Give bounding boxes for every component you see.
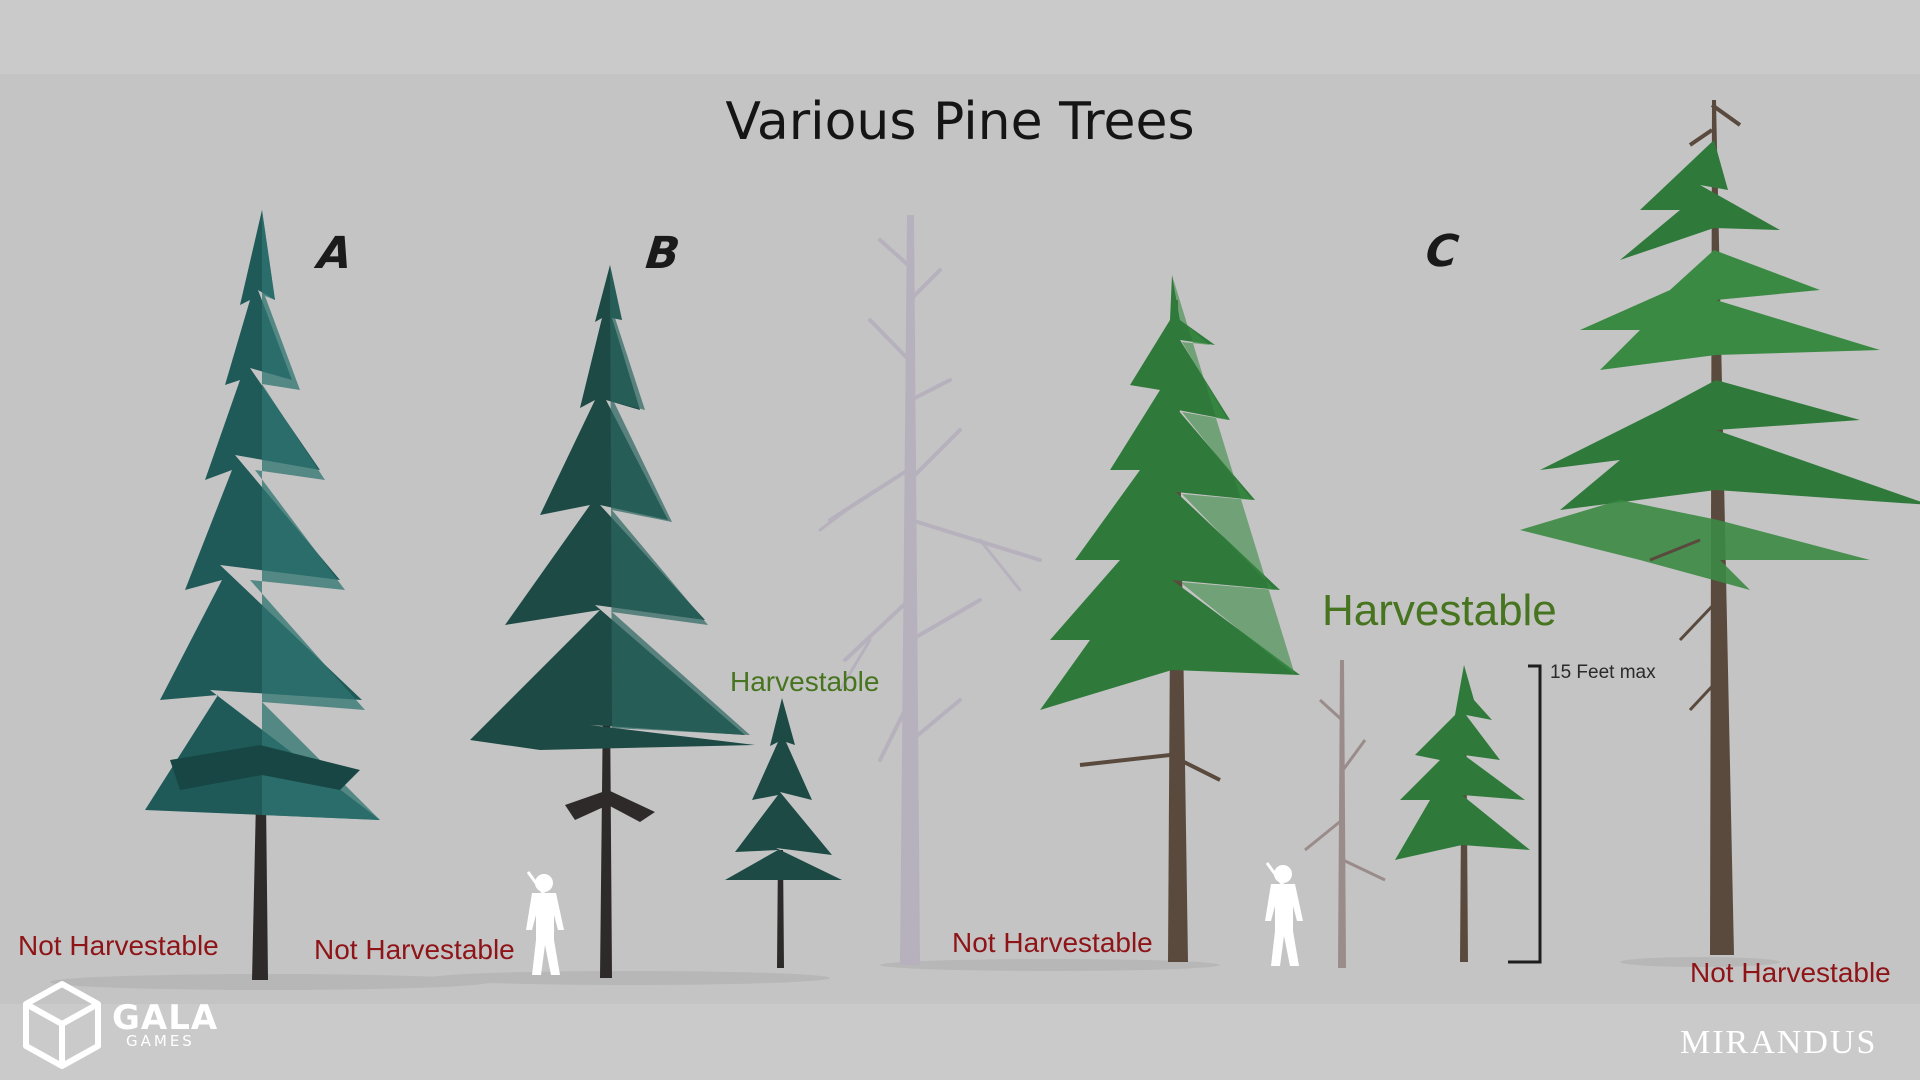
logo-sub: GAMES [126, 1032, 195, 1050]
harvestable-sapling-b [725, 698, 842, 968]
character-silhouette-left [526, 871, 564, 975]
label-dead-pine: Not Harvestable [952, 927, 1153, 958]
label-group-c-small: Harvestable [1322, 586, 1557, 635]
pine-tree-type-c-tall [1520, 100, 1920, 955]
ground-shadows [50, 957, 1780, 990]
logo-name: GALA [112, 998, 219, 1038]
label-tree-a: Not Harvestable [18, 930, 219, 961]
harvestable-saplings-c [1304, 660, 1530, 968]
brand-wordmark: MIRANDUS [1680, 1024, 1878, 1061]
scale-bar [1508, 664, 1542, 964]
top-band [0, 0, 1920, 74]
label-tree-b: Not Harvestable [314, 934, 515, 965]
character-silhouette-right [1265, 862, 1303, 966]
gala-logo-icon [23, 981, 101, 1069]
dead-pine-tree [818, 215, 1042, 965]
page-title: Various Pine Trees [725, 92, 1195, 152]
section-letter-b: B [643, 228, 683, 279]
label-sapling-b: Harvestable [730, 666, 880, 697]
section-letter-c: C [1423, 226, 1461, 277]
bottom-band [0, 1004, 1920, 1080]
label-tree-c: Not Harvestable [1690, 957, 1891, 988]
section-letter-a: A [315, 228, 355, 279]
pine-tree-type-a [145, 210, 380, 980]
pine-tree-type-b [470, 265, 755, 978]
pine-tree-type-c-medium [1040, 275, 1300, 962]
scale-bar-label: 15 Feet max [1550, 662, 1656, 683]
